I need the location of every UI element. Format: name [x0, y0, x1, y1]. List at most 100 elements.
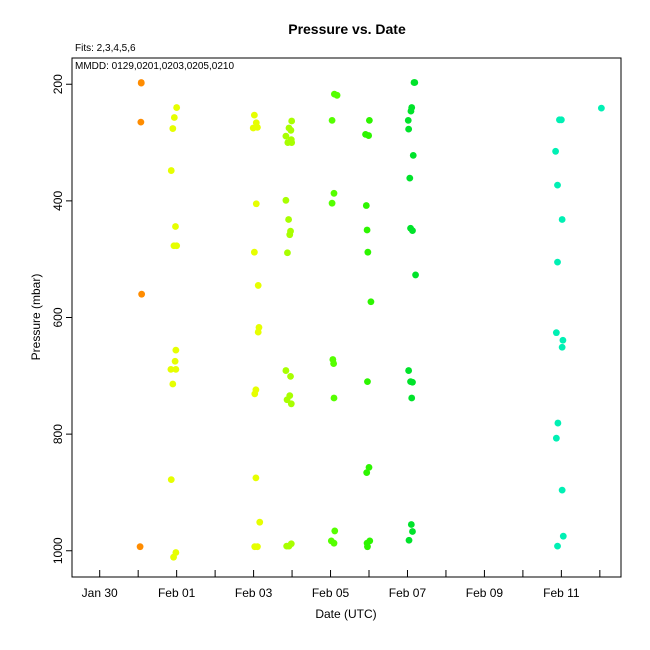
data-point [287, 372, 294, 380]
data-point [330, 394, 338, 402]
data-point [362, 202, 370, 209]
data-point [252, 474, 260, 482]
data-point [363, 226, 371, 234]
series-4 [362, 116, 375, 551]
data-point [286, 231, 294, 239]
data-point [367, 298, 375, 306]
data-point [172, 366, 180, 373]
data-point [173, 242, 181, 250]
y-axis: 200 400 600 800 1000 [51, 74, 72, 564]
data-point [558, 216, 566, 223]
data-point [405, 125, 413, 133]
data-point [554, 181, 561, 189]
data-point [285, 542, 293, 550]
x-axis-label: Date (UTC) [315, 607, 376, 621]
data-point [405, 367, 413, 374]
x-tick-label: Feb 03 [235, 586, 273, 600]
x-tick-label: Feb 09 [466, 586, 504, 600]
series-1 [167, 104, 264, 561]
data-point [364, 543, 371, 551]
data-point [407, 107, 415, 115]
data-point [409, 227, 416, 235]
x-tick-label: Jan 30 [82, 586, 118, 600]
mmdd-note: MMDD: 0129,0201,0203,0205,0210 [75, 61, 234, 72]
data-point [283, 396, 291, 404]
data-point [552, 434, 560, 442]
data-point [172, 223, 179, 230]
x-tick-label: Feb 05 [312, 586, 350, 600]
data-point [250, 248, 258, 256]
data-point [365, 116, 373, 124]
data-point [252, 200, 260, 208]
x-axis: Jan 30 Feb 01 Feb 03 Feb 05 Feb 07 Feb 09 Feb … [82, 570, 601, 600]
y-tick-label: 600 [51, 307, 65, 327]
data-point [557, 116, 565, 124]
data-point [256, 518, 264, 526]
series-5 [404, 79, 419, 544]
data-point [138, 290, 146, 298]
data-point [364, 248, 372, 256]
data-point [409, 151, 417, 159]
x-tick-label: Feb 01 [158, 586, 196, 600]
data-point [554, 542, 561, 550]
data-point [137, 79, 145, 87]
series-6 [552, 104, 605, 550]
data-point [364, 378, 371, 386]
data-point [254, 328, 262, 336]
data-point [173, 104, 181, 111]
data-point [409, 378, 416, 386]
data-point [409, 528, 416, 535]
data-point [170, 553, 177, 561]
data-point [331, 527, 339, 535]
data-point [558, 486, 566, 494]
data-point [408, 394, 416, 402]
data-point [412, 271, 419, 279]
data-point [597, 104, 605, 112]
data-point [330, 539, 338, 547]
x-tick-label: Feb 07 [389, 586, 427, 600]
y-tick-label: 1000 [51, 537, 65, 564]
data-point [167, 476, 175, 484]
data-point [328, 116, 336, 124]
data-point [254, 543, 261, 551]
data-point [552, 329, 560, 337]
y-tick-label: 800 [51, 424, 65, 444]
data-point [284, 249, 291, 257]
data-point [404, 116, 412, 124]
data-point [169, 125, 177, 132]
data-point [554, 258, 561, 266]
data-point [411, 79, 419, 86]
data-point [288, 117, 296, 125]
data-point [285, 216, 292, 223]
plot-frame [71, 57, 622, 578]
data-point [136, 543, 144, 551]
data-point [172, 346, 180, 354]
data-point [365, 132, 373, 139]
data-point [282, 367, 290, 374]
data-point [287, 126, 295, 134]
data-point [169, 380, 177, 388]
y-axis-label: Pressure (mbar) [29, 274, 43, 361]
fits-note: Fits: 2,3,4,5,6 [75, 43, 136, 54]
data-point [282, 132, 290, 140]
data-point [254, 282, 262, 289]
series-2 [282, 117, 296, 550]
data-points [136, 79, 605, 561]
data-point [554, 419, 562, 427]
data-point [282, 196, 290, 204]
data-point [167, 167, 175, 174]
data-point [167, 366, 175, 373]
data-point [559, 532, 567, 540]
data-point [287, 400, 295, 408]
data-point [405, 536, 413, 544]
data-point [365, 463, 373, 471]
data-point [552, 147, 559, 155]
x-tick-label: Feb 11 [543, 586, 580, 600]
data-point [250, 111, 258, 119]
data-point [170, 114, 178, 121]
series-3 [327, 90, 341, 547]
y-tick-label: 200 [51, 74, 65, 94]
data-point [254, 123, 261, 131]
series-0 [136, 79, 146, 551]
